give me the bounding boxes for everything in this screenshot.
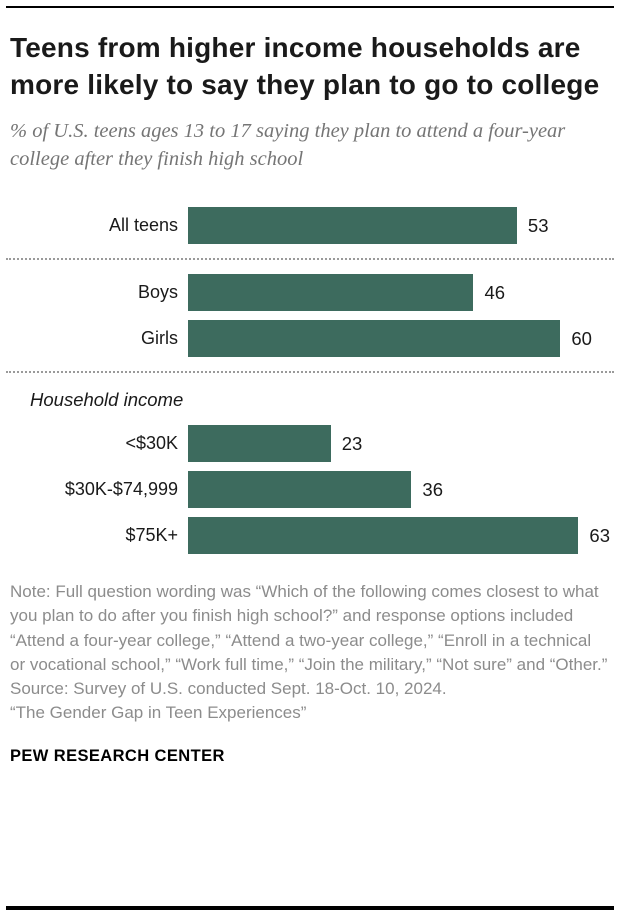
bar-value: 63: [589, 524, 610, 546]
bar: [188, 274, 474, 312]
bar: [188, 471, 412, 509]
bar-row: $75K+ 63: [10, 517, 610, 555]
bar-track: 46: [188, 274, 610, 312]
bar-row: $30K-$74,999 36: [10, 471, 610, 509]
bar-row: <$30K 23: [10, 425, 610, 463]
bar: [188, 517, 579, 555]
source-text: Source: Survey of U.S. conducted Sept. 1…: [10, 678, 447, 698]
brand-footer: PEW RESEARCH CENTER: [10, 747, 225, 765]
bar-label: $30K-$74,999: [64, 479, 178, 500]
bar-value: 60: [571, 327, 592, 349]
bar-value: 53: [527, 214, 549, 236]
bar-track: 53: [188, 207, 610, 245]
note-text: Note: Full question wording was “Which o…: [10, 582, 608, 674]
bar-value: 23: [341, 432, 363, 454]
notes-block: Note: Full question wording was “Which o…: [10, 580, 610, 725]
bar-label: $75K+: [125, 525, 178, 546]
bar-label: All teens: [108, 215, 178, 236]
group-header: Household income: [30, 389, 184, 411]
bar-track: 63: [188, 517, 610, 555]
bar-row: All teens 53: [10, 207, 610, 245]
bar-track: 60: [188, 320, 610, 358]
bar: [188, 320, 561, 358]
dotted-divider: [6, 258, 614, 261]
bar-row: Girls 60: [10, 320, 610, 358]
bar-value: 36: [422, 478, 443, 500]
bottom-rule: [6, 906, 614, 910]
dotted-divider: [6, 371, 614, 374]
bar-track: 23: [188, 425, 610, 463]
top-rule: [6, 6, 614, 8]
chart-subtitle: % of U.S. teens ages 13 to 17 saying the…: [10, 119, 566, 170]
bar-label: Girls: [141, 328, 178, 349]
bar: [188, 207, 517, 245]
bar-label: <$30K: [125, 433, 178, 454]
report-title: “The Gender Gap in Teen Experiences”: [10, 702, 307, 722]
bar-label: Boys: [137, 282, 178, 303]
chart: All teens 53 Boys 46 Girls 60 Household income…: [6, 207, 614, 555]
bar-row: Boys 46: [10, 274, 610, 312]
page-title: Teens from higher income households are …: [10, 32, 600, 100]
bar: [188, 425, 331, 463]
bar-value: 46: [484, 281, 506, 303]
bar-track: 36: [188, 471, 610, 509]
